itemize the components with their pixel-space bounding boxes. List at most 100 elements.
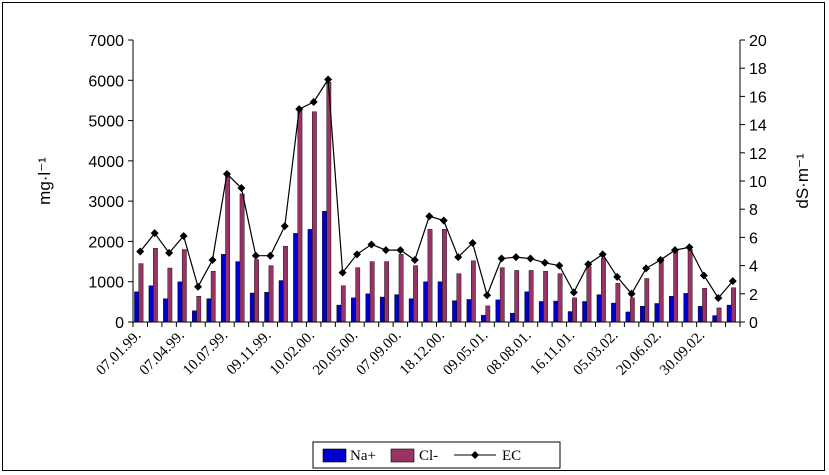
bar-cl xyxy=(326,82,332,323)
bar-na xyxy=(293,233,298,323)
x-tick-label: 09.05.01. xyxy=(440,328,491,379)
bar-cl xyxy=(254,259,259,323)
ec-line xyxy=(139,77,734,300)
bar-cl xyxy=(167,267,173,323)
ec-point xyxy=(511,253,520,262)
bar-cl xyxy=(673,251,679,323)
ec-point xyxy=(251,251,260,260)
bar-cl xyxy=(731,287,736,323)
x-tick-label: 30.09.02. xyxy=(657,328,708,379)
bar-cl xyxy=(543,271,548,323)
ec-point xyxy=(699,271,708,280)
bar-cl xyxy=(485,305,491,323)
ec-point xyxy=(598,250,607,259)
bar-na xyxy=(538,301,544,323)
bar-na xyxy=(163,298,168,323)
ec-point xyxy=(540,258,549,267)
bar-cl xyxy=(644,278,650,323)
bar-cl xyxy=(340,285,346,323)
x-tick-label: 10.02.00. xyxy=(267,328,318,379)
bar-cl xyxy=(470,260,476,323)
bar-cl xyxy=(297,110,303,323)
legend-swatch-ec-marker xyxy=(471,451,479,459)
right-y-tick-label: 20 xyxy=(749,33,767,50)
legend-box xyxy=(312,441,561,469)
ec-point xyxy=(483,291,492,300)
bar-cl xyxy=(658,257,664,323)
ec-point xyxy=(150,229,159,238)
ec-point xyxy=(165,248,174,257)
ec-point xyxy=(526,254,535,263)
x-tick-label: 20.05.00. xyxy=(310,328,361,379)
ec-point xyxy=(627,289,636,298)
bar-na xyxy=(206,298,212,323)
bar-na xyxy=(249,292,255,323)
ec-point xyxy=(194,282,203,291)
bar-na xyxy=(365,293,371,323)
ec-point xyxy=(670,246,679,255)
bar-na xyxy=(510,312,515,323)
ec-point xyxy=(454,253,463,262)
x-tick-label: 20.06.02. xyxy=(614,328,665,379)
right-y-axis-label: dS·m⁻¹ xyxy=(793,153,812,209)
bar-na xyxy=(640,306,645,323)
ec-point xyxy=(468,239,477,248)
ec-point xyxy=(555,261,564,270)
bar-na xyxy=(351,297,356,323)
bar-na xyxy=(481,314,486,323)
ec-point xyxy=(280,222,289,231)
x-tick-label: 07.09.00. xyxy=(354,328,405,379)
bar-na xyxy=(466,299,472,323)
ec-point xyxy=(295,105,304,114)
ec-point xyxy=(381,246,390,255)
bar-cl xyxy=(312,111,317,323)
bar-na xyxy=(553,300,559,323)
legend-label-na: Na+ xyxy=(350,448,376,464)
bar-cl xyxy=(528,270,534,323)
legend-label-cl: Cl- xyxy=(419,448,438,464)
bar-na xyxy=(379,296,385,323)
right-y-tick-label: 18 xyxy=(749,61,767,78)
bar-cl xyxy=(702,287,707,323)
bar-na xyxy=(148,285,154,323)
bar-cl xyxy=(384,261,390,323)
bar-na xyxy=(322,211,327,323)
bar-na xyxy=(567,311,573,323)
bar-na xyxy=(524,291,530,323)
bar-cl xyxy=(283,246,288,323)
ec-point xyxy=(237,184,246,193)
legend-swatch-na xyxy=(322,448,347,463)
right-y-tick-label: 0 xyxy=(749,315,758,332)
ec-point xyxy=(685,243,694,252)
ec-point xyxy=(714,294,723,303)
bar-cl xyxy=(268,265,274,323)
ec-line-layer xyxy=(136,75,737,303)
bar-na xyxy=(668,296,674,323)
right-y-tick-label: 6 xyxy=(749,230,758,247)
right-y-tick-label: 8 xyxy=(749,202,758,219)
ec-point xyxy=(208,255,217,264)
bar-na xyxy=(697,306,703,323)
left-y-tick-label: 5000 xyxy=(88,114,124,131)
ec-point xyxy=(439,216,448,225)
right-y-tick-label: 12 xyxy=(749,146,767,163)
bar-cl xyxy=(442,229,447,323)
x-tick-label: 10.07.99. xyxy=(180,328,231,379)
bar-na xyxy=(712,315,718,323)
ec-point xyxy=(656,255,665,264)
bar-na xyxy=(582,301,588,323)
ec-point xyxy=(410,255,419,264)
bar-na xyxy=(625,311,631,323)
right-y-tick-label: 14 xyxy=(749,118,767,135)
bar-cl xyxy=(629,297,635,323)
ticks-layer: 0 1000 2000 3000 4000 5000 6000 7000 0 2 4 6 8 10 12 14… xyxy=(88,33,766,379)
x-tick-label: 07.04.99. xyxy=(137,328,188,379)
bar-cl xyxy=(181,249,187,323)
right-y-tick-label: 10 xyxy=(749,174,767,191)
bar-cl xyxy=(716,307,722,323)
bar-na xyxy=(683,293,689,323)
x-tick-label: 05.03.02. xyxy=(570,328,621,379)
left-y-tick-label: 1000 xyxy=(88,275,124,292)
